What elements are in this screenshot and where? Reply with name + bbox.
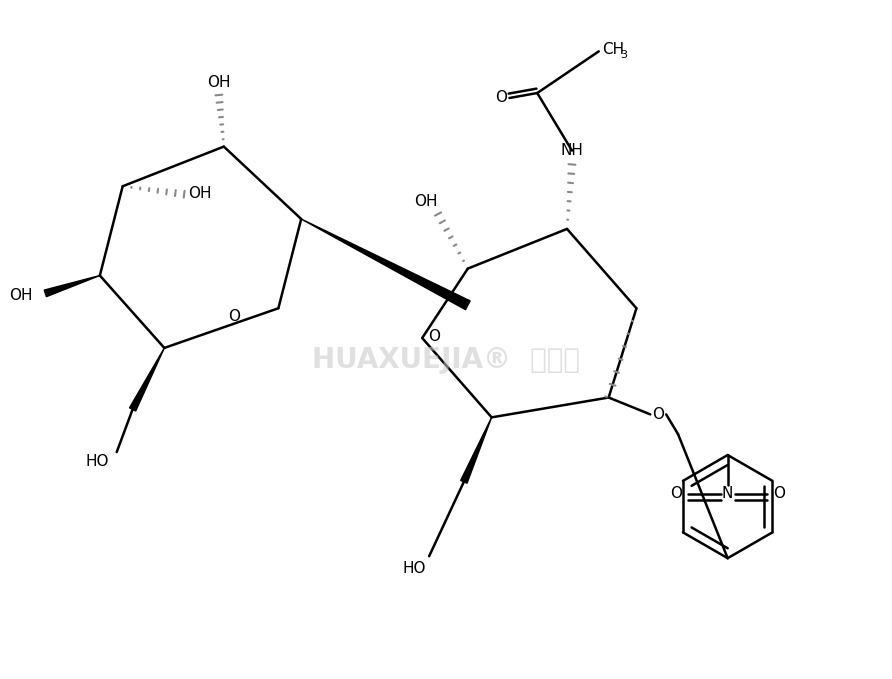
Text: O: O [652, 407, 665, 422]
Polygon shape [129, 348, 164, 411]
Text: N: N [722, 486, 733, 501]
Text: O: O [227, 309, 240, 324]
Text: HO: HO [402, 561, 426, 576]
Text: O: O [773, 486, 785, 501]
Text: HUAXUEJIA®  化学加: HUAXUEJIA® 化学加 [312, 346, 580, 374]
Text: OH: OH [9, 288, 32, 303]
Text: OH: OH [415, 194, 438, 208]
Polygon shape [460, 418, 491, 483]
Text: OH: OH [207, 75, 231, 90]
Text: O: O [496, 90, 508, 105]
Polygon shape [301, 219, 470, 310]
Text: CH: CH [602, 42, 624, 57]
Text: O: O [670, 486, 682, 501]
Text: HO: HO [85, 454, 109, 469]
Text: NH: NH [560, 143, 583, 158]
Text: O: O [428, 329, 440, 344]
Polygon shape [45, 276, 100, 297]
Text: OH: OH [188, 186, 211, 201]
Text: 3: 3 [621, 50, 628, 60]
